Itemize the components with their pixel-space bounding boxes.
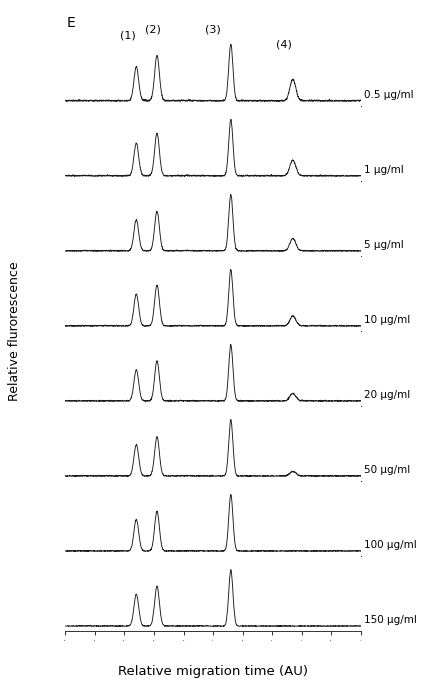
Text: (3): (3) xyxy=(205,25,221,34)
Text: 5 μg/ml: 5 μg/ml xyxy=(364,240,403,250)
Text: 1 μg/ml: 1 μg/ml xyxy=(364,165,403,175)
Text: (1): (1) xyxy=(119,30,135,40)
Text: E: E xyxy=(67,17,76,30)
Text: 150 μg/ml: 150 μg/ml xyxy=(364,615,417,625)
Text: 50 μg/ml: 50 μg/ml xyxy=(364,465,410,475)
Text: Relative migration time (AU): Relative migration time (AU) xyxy=(118,664,308,678)
Text: Relative flurorescence: Relative flurorescence xyxy=(8,262,21,401)
Text: 0.5 μg/ml: 0.5 μg/ml xyxy=(364,90,414,100)
Text: 10 μg/ml: 10 μg/ml xyxy=(364,315,410,325)
Text: (2): (2) xyxy=(145,25,160,34)
Text: 100 μg/ml: 100 μg/ml xyxy=(364,540,417,551)
Text: (4): (4) xyxy=(276,40,292,50)
Text: 20 μg/ml: 20 μg/ml xyxy=(364,391,410,400)
